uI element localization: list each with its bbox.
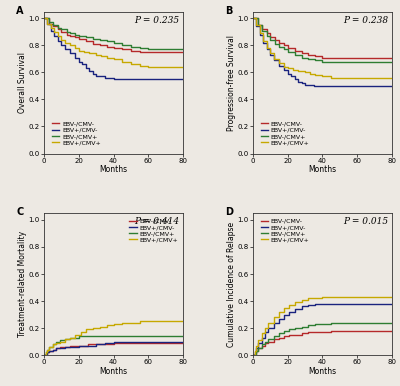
Text: P = 0.015: P = 0.015 xyxy=(343,217,388,227)
Text: P = 0.414: P = 0.414 xyxy=(134,217,179,227)
Text: P = 0.238: P = 0.238 xyxy=(343,16,388,25)
Legend: EBV-/CMV-, EBV+/CMV-, EBV-/CMV+, EBV+/CMV+: EBV-/CMV-, EBV+/CMV-, EBV-/CMV+, EBV+/CM… xyxy=(129,218,179,243)
Legend: EBV-/CMV-, EBV+/CMV-, EBV-/CMV+, EBV+/CMV+: EBV-/CMV-, EBV+/CMV-, EBV-/CMV+, EBV+/CM… xyxy=(260,120,310,146)
X-axis label: Months: Months xyxy=(308,367,336,376)
X-axis label: Months: Months xyxy=(100,367,128,376)
Y-axis label: Progression-free Survival: Progression-free Survival xyxy=(227,35,236,130)
Legend: EBV-/CMV-, EBV+/CMV-, EBV-/CMV+, EBV+/CMV+: EBV-/CMV-, EBV+/CMV-, EBV-/CMV+, EBV+/CM… xyxy=(51,120,101,146)
Y-axis label: Cumulative Incidence of Relapse: Cumulative Incidence of Relapse xyxy=(227,222,236,347)
Text: C: C xyxy=(16,208,24,217)
Y-axis label: Treatment-related Mortality: Treatment-related Mortality xyxy=(18,231,27,337)
X-axis label: Months: Months xyxy=(308,165,336,174)
X-axis label: Months: Months xyxy=(100,165,128,174)
Text: A: A xyxy=(16,6,24,16)
Text: B: B xyxy=(225,6,232,16)
Y-axis label: Overall Survival: Overall Survival xyxy=(18,52,27,113)
Legend: EBV-/CMV-, EBV+/CMV-, EBV-/CMV+, EBV+/CMV+: EBV-/CMV-, EBV+/CMV-, EBV-/CMV+, EBV+/CM… xyxy=(260,218,310,243)
Text: D: D xyxy=(225,208,233,217)
Text: P = 0.235: P = 0.235 xyxy=(134,16,179,25)
